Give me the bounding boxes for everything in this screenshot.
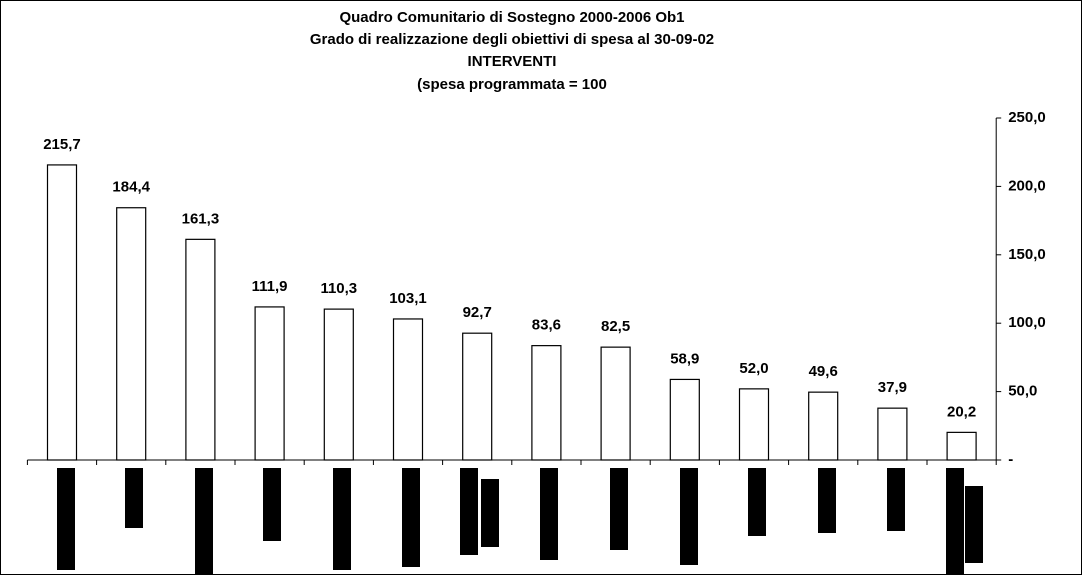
redacted-label [887,468,905,531]
bar [946,431,977,461]
redacted-label [965,486,983,563]
value-label: 37,9 [878,379,907,396]
redacted-label [540,468,558,560]
y-tick-label: 50,0 [1008,383,1037,400]
redacted-label [748,468,766,536]
redacted-label [481,479,499,547]
value-label: 52,0 [739,360,768,377]
redacted-label [680,468,698,565]
value-label: 49,6 [809,363,838,380]
bar [877,407,908,461]
bar [392,318,424,461]
redacted-label [195,468,213,575]
redacted-label [125,468,143,528]
redacted-label [946,468,964,575]
bar [323,308,354,461]
bar [600,346,631,461]
redacted-label [57,468,75,570]
redacted-label [263,468,281,541]
bar [738,388,770,461]
bar [116,207,147,461]
value-label: 83,6 [532,317,561,334]
bar [531,345,562,461]
value-label: 92,7 [463,304,492,321]
redacted-label [333,468,351,570]
value-label: 161,3 [182,210,220,227]
value-label: 111,9 [252,278,288,295]
y-tick-label: 200,0 [1008,177,1046,194]
value-label: 58,9 [670,350,699,367]
redacted-label [818,468,836,533]
redacted-label [460,468,478,555]
value-label: 110,3 [320,280,357,297]
value-label: 103,1 [389,290,427,307]
bar [462,332,493,461]
bar [46,164,78,461]
y-tick-label: - [1008,451,1013,468]
value-label: 184,4 [112,179,150,196]
bar [254,306,285,461]
value-label: 20,2 [947,403,976,420]
redacted-label [402,468,420,567]
chart-title: (spesa programmata = 100 [417,76,607,93]
value-label: 215,7 [43,136,81,153]
chart-title: INTERVENTI [468,53,557,70]
y-tick-label: 250,0 [1008,109,1046,126]
redacted-label [610,468,628,550]
value-label: 82,5 [601,318,630,335]
bar [669,378,700,461]
chart-title: Quadro Comunitario di Sostegno 2000-2006… [339,9,684,26]
chart-title: Grado di realizzazione degli obiettivi d… [310,31,714,48]
y-tick-label: 100,0 [1008,314,1046,331]
bar [808,391,839,461]
bar [185,238,216,461]
y-tick-label: 150,0 [1008,246,1046,263]
